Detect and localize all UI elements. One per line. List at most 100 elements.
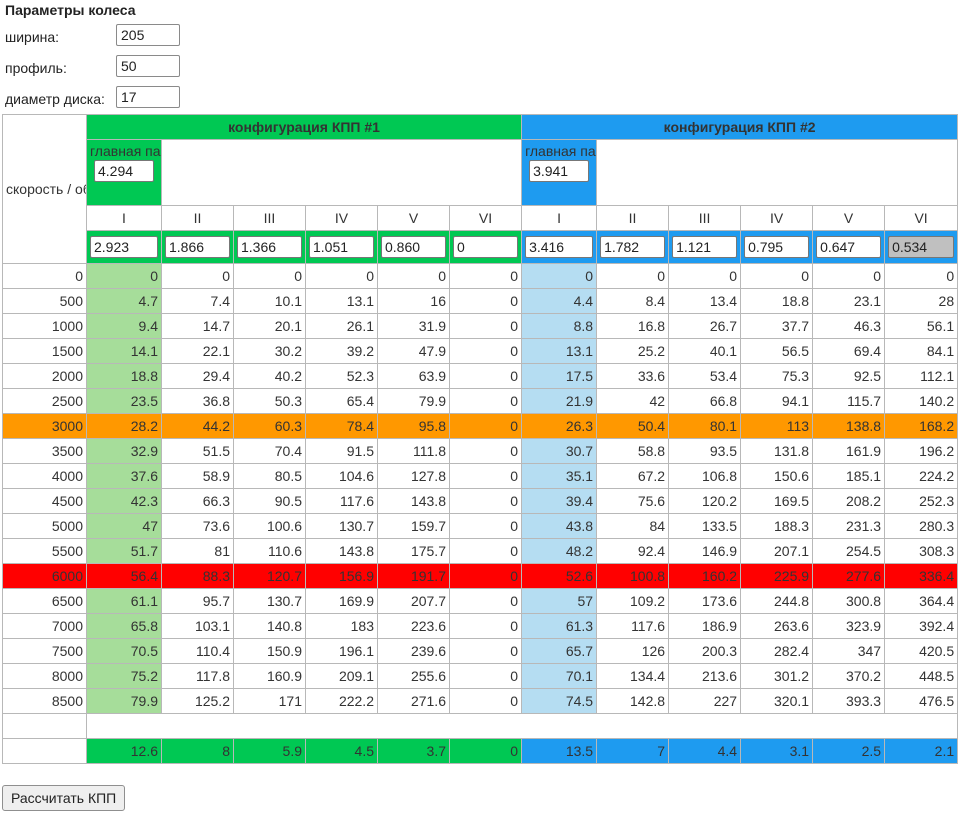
config1-gear-1-ratio-input[interactable] — [90, 236, 158, 258]
table-row: 8000 75.2 117.8 160.9 209.1 255.6 0 70.1 134.4 21… — [2, 663, 959, 689]
config2-gear-4-ratio-input[interactable] — [744, 236, 810, 258]
config1-gear-6-ratio-input[interactable] — [453, 236, 519, 258]
config2-main-pair: главная пара — [521, 139, 598, 206]
config2-gear-3-ratio-input[interactable] — [672, 236, 738, 258]
table-row: 5000 47 73.6 100.6 130.7 159.7 0 43.8 84 133.5 188… — [2, 513, 959, 539]
config1-speed-cell: 0 — [448, 313, 523, 339]
config2-speed-cell: 244.8 — [740, 588, 814, 614]
width-input[interactable] — [116, 24, 180, 46]
config2-speed-cell: 53.4 — [668, 363, 742, 389]
config2-speed-cell: 106.8 — [668, 463, 742, 489]
rpm-cell: 2000 — [2, 363, 87, 389]
config2-speed-cell: 48.2 — [521, 538, 598, 564]
table-row: 4000 37.6 58.9 80.5 104.6 127.8 0 35.1 67.2 106.8… — [2, 463, 959, 489]
config1-speed-cell: 175.7 — [377, 538, 450, 564]
diameter-input[interactable] — [116, 86, 180, 108]
config2-speed-cell: 52.6 — [521, 563, 598, 589]
config1-gear-3-ratio-input[interactable] — [237, 236, 302, 258]
config1-speed-cell: 140.8 — [233, 613, 306, 639]
profile-input[interactable] — [116, 55, 180, 77]
config1-speed-cell: 14.1 — [86, 338, 162, 364]
config2-speed-cell: 92.4 — [596, 538, 670, 564]
rpm-cell: 8000 — [2, 663, 87, 689]
config2-speed-cell: 168.2 — [884, 413, 959, 439]
config1-speed-cell: 91.5 — [305, 438, 378, 464]
config2-gear-5-ratio-input[interactable] — [816, 236, 882, 258]
config2-speed-cell: 0 — [521, 263, 598, 289]
config2-main-pair-input[interactable] — [529, 160, 590, 182]
config2-speed-cell: 146.9 — [668, 538, 742, 564]
config2-speed-cell: 280.3 — [884, 513, 959, 539]
config1-speed-cell: 56.4 — [86, 563, 162, 589]
width-label: ширина: — [5, 29, 60, 45]
config1-speed-cell: 0 — [448, 338, 523, 364]
config1-summary-cell: 5.9 — [233, 738, 306, 764]
config1-speed-cell: 65.4 — [305, 388, 378, 414]
config1-speed-cell: 75.2 — [86, 663, 162, 689]
config2-speed-cell: 39.4 — [521, 488, 598, 514]
config2-speed-cell: 57 — [521, 588, 598, 614]
config2-speed-cell: 33.6 — [596, 363, 670, 389]
config1-gear-5-ratio-input[interactable] — [381, 236, 446, 258]
config1-speed-cell: 13.1 — [305, 288, 378, 314]
config1-speed-cell: 0 — [448, 413, 523, 439]
config1-blank — [160, 139, 523, 206]
config2-speed-cell: 252.3 — [884, 488, 959, 514]
config2-gear-1-ratio-input[interactable] — [525, 236, 594, 258]
config1-gear-6-label: VI — [448, 205, 523, 231]
config1-speed-cell: 159.7 — [377, 513, 450, 539]
config2-speed-cell: 80.1 — [668, 413, 742, 439]
config2-speed-cell: 207.1 — [740, 538, 814, 564]
spacer-cell — [85, 713, 959, 739]
config2-speed-cell: 320.1 — [740, 688, 814, 714]
table-row: 6000 56.4 88.3 120.7 156.9 191.7 0 52.6 100.8 160… — [2, 563, 959, 589]
config1-speed-cell: 28.2 — [86, 413, 162, 439]
config1-gear-2-ratio-input[interactable] — [165, 236, 230, 258]
config1-speed-cell: 65.8 — [86, 613, 162, 639]
config2-gear-6-ratio-input[interactable] — [888, 236, 955, 258]
config1-speed-cell: 0 — [448, 263, 523, 289]
config2-speed-cell: 0 — [740, 263, 814, 289]
calculate-button[interactable]: Рассчитать КПП — [2, 785, 126, 811]
config2-speed-cell: 224.2 — [884, 463, 959, 489]
config2-speed-cell: 112.1 — [884, 363, 959, 389]
config1-gear-3-label: III — [233, 205, 306, 231]
config2-main-pair-label: главная пара — [525, 143, 596, 159]
config1-speed-cell: 117.6 — [305, 488, 378, 514]
config2-gear-3-label: III — [668, 205, 742, 231]
config2-speed-cell: 92.5 — [812, 363, 886, 389]
config1-gear-4-ratio-input[interactable] — [309, 236, 374, 258]
config1-speed-cell: 0 — [305, 263, 378, 289]
config1-speed-cell: 0 — [448, 688, 523, 714]
config2-speed-cell: 35.1 — [521, 463, 598, 489]
config1-speed-cell: 23.5 — [86, 388, 162, 414]
config2-summary-cell: 7 — [596, 738, 670, 764]
config2-speed-cell: 133.5 — [668, 513, 742, 539]
config1-speed-cell: 0 — [448, 488, 523, 514]
config2-gear-2-ratio-input[interactable] — [600, 236, 666, 258]
config2-summary-cell: 3.1 — [740, 738, 814, 764]
config2-speed-cell: 0 — [596, 263, 670, 289]
config1-speed-cell: 0 — [448, 288, 523, 314]
config1-speed-cell: 16 — [377, 288, 450, 314]
wheel-params-title: Параметры колеса — [5, 2, 136, 18]
config2-speed-cell: 254.5 — [812, 538, 886, 564]
summary-row: 12.6 8 5.9 4.5 3.7 0 13.5 7 4.4 3.1 2.5 2.1 — [2, 738, 959, 764]
config2-gear-5-ratio-cell — [812, 230, 886, 264]
config1-speed-cell: 183 — [305, 613, 378, 639]
config1-gear-1-ratio-cell — [86, 230, 162, 264]
config1-speed-cell: 63.9 — [377, 363, 450, 389]
config2-speed-cell: 476.5 — [884, 688, 959, 714]
config1-speed-cell: 104.6 — [305, 463, 378, 489]
config1-speed-cell: 110.6 — [233, 538, 306, 564]
config2-speed-cell: 393.3 — [812, 688, 886, 714]
config1-summary-cell: 12.6 — [86, 738, 162, 764]
config2-speed-cell: 75.6 — [596, 488, 670, 514]
config2-speed-cell: 69.4 — [812, 338, 886, 364]
config2-speed-cell: 100.8 — [596, 563, 670, 589]
config2-speed-cell: 115.7 — [812, 388, 886, 414]
config2-speed-cell: 120.2 — [668, 488, 742, 514]
table-row: 6500 61.1 95.7 130.7 169.9 207.7 0 57 109.2 173.6… — [2, 588, 959, 614]
config1-main-pair-input[interactable] — [94, 160, 154, 182]
config2-gear-2-label: II — [596, 205, 670, 231]
